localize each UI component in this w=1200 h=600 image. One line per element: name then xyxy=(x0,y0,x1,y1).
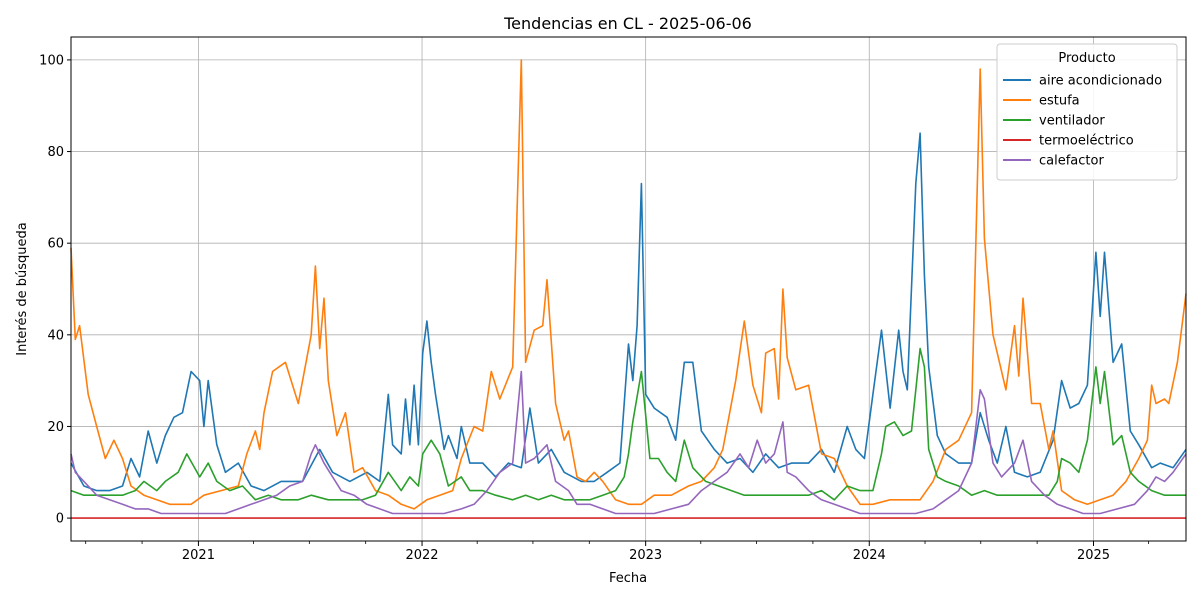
series-line-2 xyxy=(70,347,1186,501)
series-line-0 xyxy=(70,132,1187,492)
y-axis-label: Interés de búsqueda xyxy=(15,222,30,356)
series-lines xyxy=(70,59,1187,519)
x-tick-label: 2022 xyxy=(405,548,438,563)
y-tick-label: 0 xyxy=(56,512,64,527)
legend-label: aire acondicionado xyxy=(1039,74,1162,89)
legend-label: ventilador xyxy=(1039,114,1105,129)
y-axis: 0 20 40 60 80 100 xyxy=(39,53,71,527)
x-tick-label: 2023 xyxy=(629,548,662,563)
y-tick-label: 100 xyxy=(39,53,64,68)
y-tick-label: 40 xyxy=(47,328,64,343)
legend-label: estufa xyxy=(1039,94,1080,109)
series-line-4 xyxy=(70,370,1187,515)
x-axis-label: Fecha xyxy=(609,571,647,586)
x-tick-label: 2025 xyxy=(1077,548,1110,563)
y-tick-label: 60 xyxy=(47,237,64,252)
legend-label: calefactor xyxy=(1039,154,1104,169)
y-tick-label: 80 xyxy=(47,145,64,160)
legend-label: termoeléctrico xyxy=(1039,134,1134,149)
legend-title: Producto xyxy=(1058,51,1115,66)
plot-area-frame xyxy=(70,36,1187,542)
x-tick-label: 2021 xyxy=(182,548,215,563)
legend-frame xyxy=(996,43,1178,181)
x-axis: 2021 2022 2023 2024 2025 xyxy=(85,541,1150,563)
x-tick-label: 2024 xyxy=(853,548,886,563)
chart-title: Tendencias en CL - 2025-06-06 xyxy=(503,14,752,33)
y-tick-label: 20 xyxy=(47,420,64,435)
legend: Producto aire acondicionado estufa ventilad… xyxy=(996,43,1178,181)
series-line-1 xyxy=(70,59,1187,510)
